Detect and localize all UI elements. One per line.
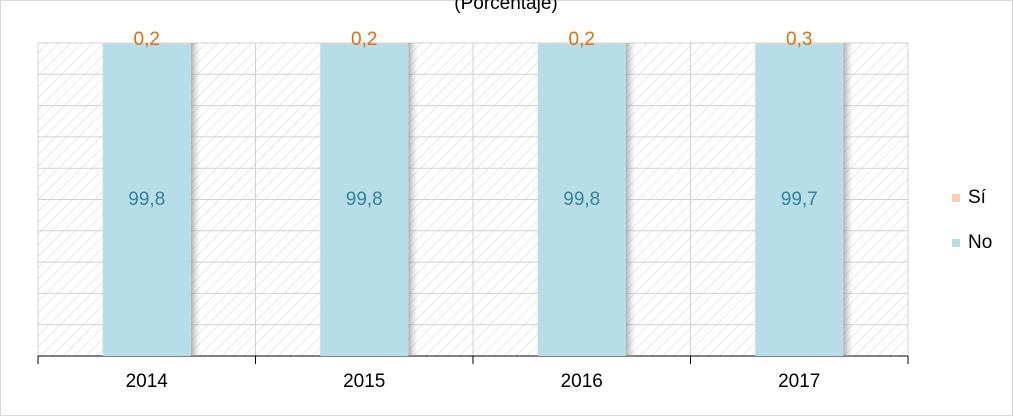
x-tick-label: 2017 bbox=[778, 371, 820, 392]
bar-shadow bbox=[625, 43, 636, 356]
legend-swatch bbox=[952, 194, 960, 202]
bar-segment bbox=[320, 43, 409, 356]
chart-subtitle: (Porcentaje) bbox=[454, 0, 558, 14]
data-label: 0,2 bbox=[134, 29, 160, 50]
data-label: 99,8 bbox=[346, 189, 383, 210]
bar-shadow bbox=[843, 43, 854, 356]
legend-swatch bbox=[952, 239, 960, 247]
bar-segment bbox=[537, 43, 626, 44]
data-label: 99,8 bbox=[128, 189, 165, 210]
data-label: 99,8 bbox=[563, 189, 600, 210]
bar-segment bbox=[102, 43, 191, 44]
bar-segment bbox=[755, 43, 844, 357]
bar-segment bbox=[755, 43, 844, 44]
data-label: 0,2 bbox=[351, 29, 377, 50]
bar-segment bbox=[102, 43, 191, 356]
data-label: 0,2 bbox=[569, 29, 595, 50]
legend-label: No bbox=[968, 232, 992, 253]
bar-segment bbox=[320, 43, 409, 44]
x-tick-label: 2015 bbox=[343, 371, 385, 392]
legend-label: Sí bbox=[968, 187, 987, 208]
data-label: 0,3 bbox=[786, 29, 812, 50]
x-tick-label: 2016 bbox=[561, 371, 603, 392]
bar-shadow bbox=[408, 43, 419, 356]
bar-shadow bbox=[190, 43, 201, 356]
x-tick-label: 2014 bbox=[126, 371, 169, 392]
bar-segment bbox=[537, 43, 626, 356]
data-label: 99,7 bbox=[781, 189, 818, 210]
